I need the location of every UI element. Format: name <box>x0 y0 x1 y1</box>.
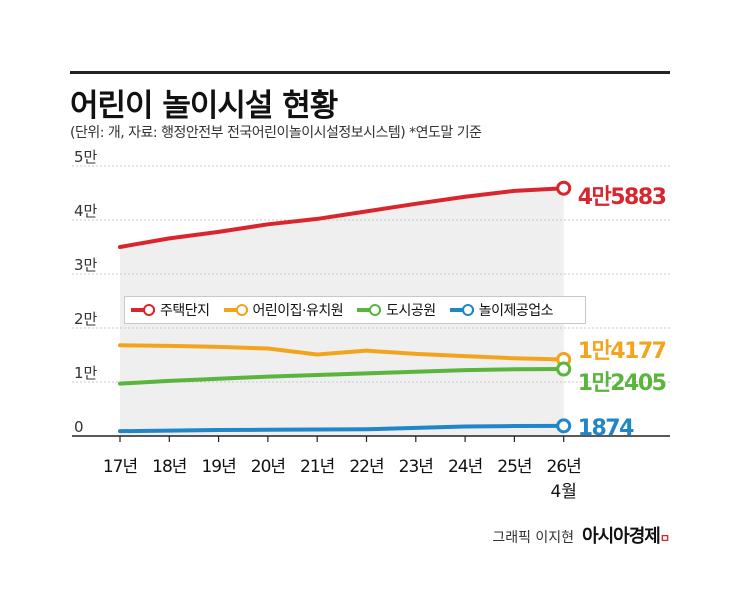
y-tick-label: 3만 <box>74 256 98 274</box>
legend-swatch-icon <box>223 304 248 316</box>
legend-swatch-icon <box>449 304 474 316</box>
y-tick-label: 0 <box>74 418 84 436</box>
series-lines <box>118 186 566 434</box>
credit-text: 그래픽 이지현 <box>492 530 575 546</box>
series-end-point <box>556 418 572 434</box>
y-tick-label: 4만 <box>74 202 98 220</box>
series-line <box>118 367 566 386</box>
series-line <box>118 186 566 249</box>
legend-label: 어린이집·유치원 <box>252 303 344 319</box>
credit: 그래픽 이지현 아시아경제ㅁ <box>492 522 670 548</box>
series-end-point <box>556 180 572 196</box>
legend-item: 어린이집·유치원 <box>223 300 344 320</box>
legend: 주택단지 어린이집·유치원 도시공원 놀이제공업소 <box>124 296 586 324</box>
series-end-label: 1874 <box>578 416 634 441</box>
y-tick-label: 2만 <box>74 310 98 328</box>
series-line <box>118 343 566 362</box>
x-tick-label: 23년 <box>399 457 433 477</box>
legend-swatch-icon <box>357 304 382 316</box>
y-tick-label: 5만 <box>74 148 98 166</box>
series-end-label: 4만5883 <box>578 185 666 210</box>
x-axis: 17년 18년 19년 20년 21년 22년 23년 24년 25년 26년 4월 <box>72 435 670 502</box>
x-tick-label: 18년 <box>152 457 186 477</box>
x-tick-label: 25년 <box>497 457 531 477</box>
legend-label: 놀이제공업소 <box>478 303 554 319</box>
brand-name: 아시아경제 <box>582 526 661 547</box>
x-tick-label: 20년 <box>251 457 285 477</box>
brand-logo: 아시아경제ㅁ <box>582 522 670 548</box>
x-tick-label: 24년 <box>448 457 482 477</box>
chart-subtitle: (단위: 개, 자료: 행정안전부 전국어린이놀이시설정보시스템) *연도말 기… <box>70 125 482 141</box>
legend-item: 도시공원 <box>357 300 436 320</box>
series-end-label: 1만2405 <box>578 371 666 396</box>
x-tick-label: 17년 <box>103 457 137 477</box>
brand-mark-icon: ㅁ <box>659 532 670 545</box>
x-tick-label: 19년 <box>201 457 235 477</box>
y-tick-label: 1만 <box>74 364 98 382</box>
x-tick-label: 22년 <box>349 457 383 477</box>
x-tick-label: 26년 <box>547 457 581 477</box>
legend-swatch-icon <box>131 304 155 316</box>
series-end-point <box>556 361 572 377</box>
x-tick-note: 4월 <box>550 482 576 502</box>
series-end-label: 1만4177 <box>578 339 666 364</box>
chart-title: 어린이 놀이시설 현황 <box>70 88 338 124</box>
top-rule <box>70 71 670 74</box>
legend-item: 놀이제공업소 <box>449 300 554 320</box>
legend-label: 도시공원 <box>386 303 436 319</box>
legend-label: 주택단지 <box>160 303 210 319</box>
series-end-points <box>556 180 572 434</box>
series-line <box>118 423 566 434</box>
legend-item: 주택단지 <box>131 300 210 320</box>
y-axis-ticks: 0 1만 2만 3만 4만 5만 <box>74 148 98 436</box>
x-tick-label: 21년 <box>300 457 334 477</box>
series-end-labels: 4만5883 1만4177 1만2405 1874 <box>578 185 667 441</box>
